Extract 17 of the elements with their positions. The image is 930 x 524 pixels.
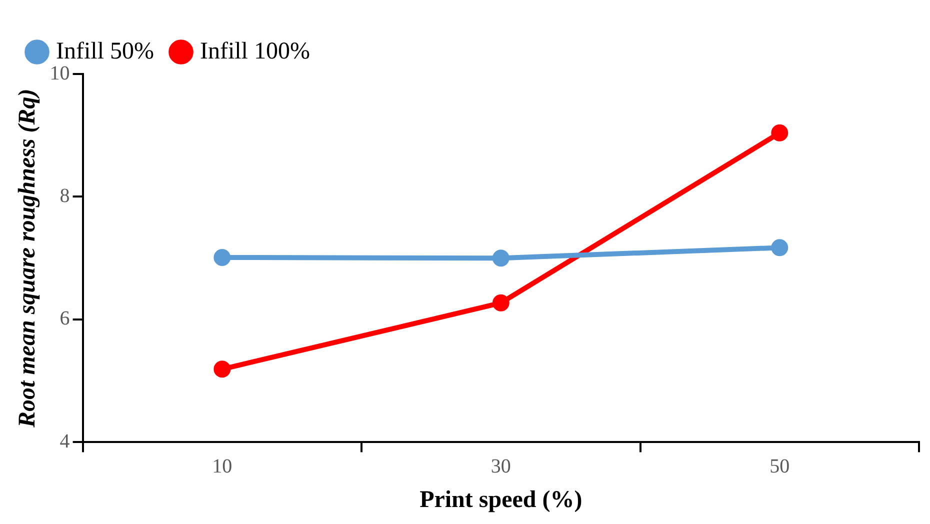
x-tick-label: 10 xyxy=(212,455,232,478)
y-tick-label: 4 xyxy=(60,430,70,452)
point xyxy=(214,248,231,266)
y-axis-title: Root mean square roughness (Rq) xyxy=(14,88,41,428)
point xyxy=(214,360,231,378)
x-tick-label: 50 xyxy=(770,455,790,478)
point xyxy=(492,250,510,267)
point xyxy=(771,124,788,142)
y-tick-label: 8 xyxy=(60,184,70,207)
x-tick-label: 30 xyxy=(490,455,511,478)
x-axis-title: Print speed (%) xyxy=(420,486,582,513)
legend-label: Infill 100% xyxy=(200,38,310,64)
y-tick-label: 10 xyxy=(50,62,70,84)
point xyxy=(492,294,510,312)
legend-label: Infill 50% xyxy=(56,38,154,64)
y-tick-label: 6 xyxy=(60,308,70,330)
point xyxy=(771,239,788,256)
